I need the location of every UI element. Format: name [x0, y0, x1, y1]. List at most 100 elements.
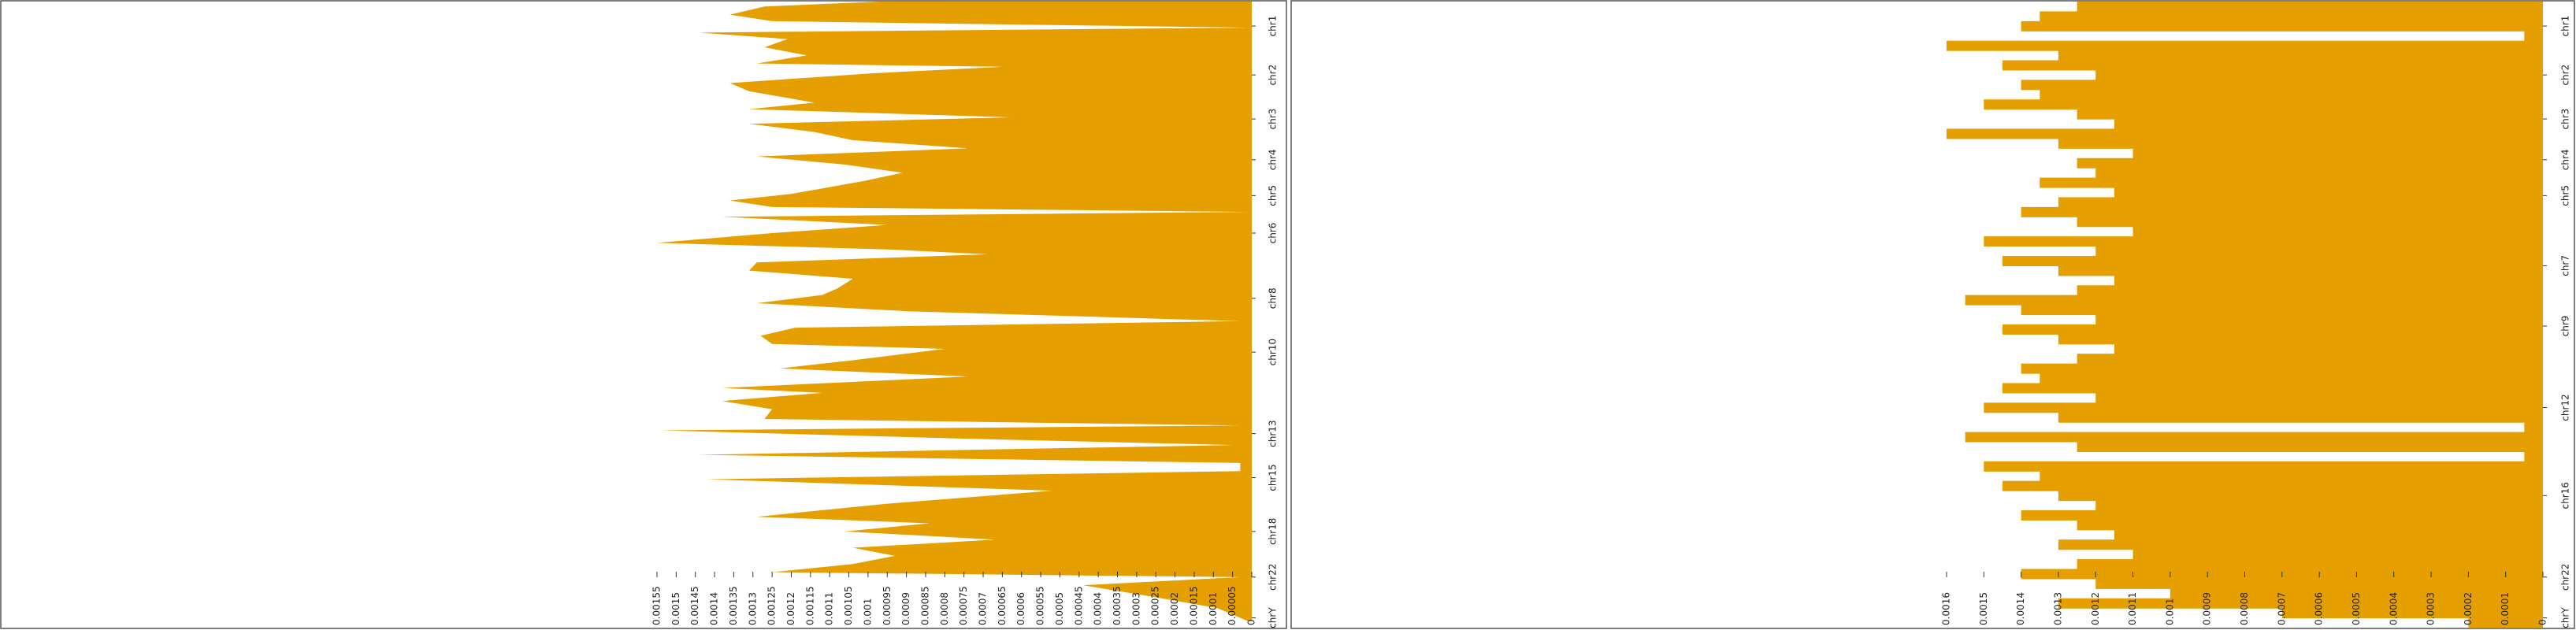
chromosome-label: chrY: [2560, 607, 2571, 628]
value-tick-label: 0.0003: [2426, 592, 2437, 625]
value-tick-label: 0.00155: [651, 586, 663, 625]
bar: [2002, 383, 2543, 394]
chromosome-label: chr15: [1268, 464, 1279, 491]
bar: [2021, 80, 2543, 91]
chromosome-label: chr13: [1268, 420, 1279, 447]
value-tick-label: 0.00115: [804, 586, 815, 625]
bar: [2077, 285, 2543, 296]
bar: [2002, 255, 2543, 266]
bar: [2095, 578, 2543, 589]
bar: [2058, 50, 2543, 61]
bar: [2095, 246, 2543, 257]
bar: [2002, 480, 2543, 491]
bar: [2058, 334, 2543, 345]
bar: [2132, 148, 2543, 159]
value-tick-label: 0.00125: [766, 586, 778, 625]
value-tick-label: 0.00005: [1227, 586, 1238, 625]
chromosome-label: chr9: [2560, 316, 2571, 337]
value-tick-label: 0: [2537, 619, 2548, 625]
value-tick-label: 0.001: [2164, 598, 2175, 625]
bar: [2058, 197, 2543, 208]
value-tick-label: 0.0015: [670, 592, 681, 625]
bar: [2040, 373, 2543, 384]
value-tick-label: 0.0014: [709, 592, 720, 625]
value-tick-label: 0.00105: [843, 586, 854, 625]
value-tick-label: 0.0006: [1015, 592, 1026, 625]
bar: [2077, 109, 2543, 120]
value-tick-label: 0.0007: [2276, 592, 2287, 625]
bar: [2095, 500, 2543, 511]
value-tick-label: 0.0008: [2239, 592, 2250, 625]
bar: [1984, 99, 2543, 110]
value-tick-label: 0.00135: [728, 586, 739, 625]
value-tick-label: 0.0009: [2202, 592, 2213, 625]
chromosome-label: chr1: [2560, 16, 2571, 37]
bar: [2077, 217, 2543, 228]
bar: [2058, 491, 2543, 502]
bar: [2077, 520, 2543, 531]
bar: [2468, 617, 2543, 628]
chromosome-label: chr3: [1268, 109, 1279, 130]
bar: [1965, 432, 2543, 443]
value-tick-label: 0.0013: [747, 592, 758, 625]
value-tick-label: 0.0001: [1208, 592, 1219, 625]
value-tick-label: 0.001: [862, 598, 873, 625]
bar: [2095, 168, 2543, 179]
bar: [1947, 40, 2543, 51]
bar: [2040, 177, 2543, 188]
value-tick-label: 0.00025: [1150, 586, 1161, 625]
bar: [2058, 265, 2543, 276]
chromosome-label: chrY: [1268, 607, 1279, 628]
value-tick-label: 0.00085: [919, 586, 930, 625]
bar: [2114, 187, 2543, 198]
value-tick-label: 0.0011: [824, 592, 835, 625]
bar: [2170, 588, 2543, 599]
chromosome-label: chr22: [1268, 564, 1279, 591]
bar: [1965, 295, 2543, 306]
bar: [2040, 89, 2543, 100]
value-tick-label: 0.00145: [689, 586, 700, 625]
bar: [1947, 128, 2543, 139]
bar: [2095, 314, 2543, 325]
chromosome-label: chr18: [1268, 518, 1279, 545]
value-tick-label: 0.00095: [882, 586, 893, 625]
bar: [2021, 510, 2543, 521]
bar: [2524, 31, 2543, 42]
bar: [2095, 392, 2543, 403]
value-tick-label: 0.0002: [2463, 592, 2474, 625]
bar: [2114, 275, 2543, 286]
bar: [2077, 559, 2543, 570]
bar: [2021, 206, 2543, 217]
bar: [2040, 471, 2543, 482]
bar: [2058, 138, 2543, 149]
value-tick-label: 0.0008: [939, 592, 950, 625]
value-tick-label: 0.0004: [2388, 592, 2399, 625]
value-tick-label: 0.0002: [1169, 592, 1180, 625]
chromosome-label: chr4: [1268, 149, 1279, 170]
value-tick-label: 0.0014: [2015, 592, 2026, 625]
chromosome-label: chr5: [2560, 185, 2571, 206]
bar: [2077, 2, 2543, 13]
chromosome-label: chr6: [1268, 223, 1279, 244]
bar: [2077, 354, 2543, 365]
bar: [2002, 324, 2543, 335]
value-tick-label: 0: [1246, 619, 1257, 625]
value-tick-label: 0.0009: [900, 592, 911, 625]
chromosome-label: chr22: [2560, 564, 2571, 591]
value-tick-label: 0.0001: [2500, 592, 2511, 625]
value-tick-label: 0.00015: [1188, 586, 1199, 625]
bar: [2002, 60, 2543, 71]
area: [657, 2, 1252, 621]
value-tick-label: 0.00065: [997, 586, 1008, 625]
bar: [2077, 158, 2543, 169]
chromosome-label: chr4: [2560, 149, 2571, 170]
chromosome-label: chr3: [2560, 109, 2571, 130]
value-tick-label: 0.0013: [2052, 592, 2063, 625]
right-panel: [1290, 0, 2575, 629]
value-tick-label: 0.0006: [2314, 592, 2325, 625]
value-tick-label: 0.0004: [1093, 592, 1104, 625]
value-tick-label: 0.00045: [1073, 586, 1084, 625]
chromosome-label: chr2: [2560, 65, 2571, 86]
chromosome-label: chr5: [1268, 185, 1279, 206]
